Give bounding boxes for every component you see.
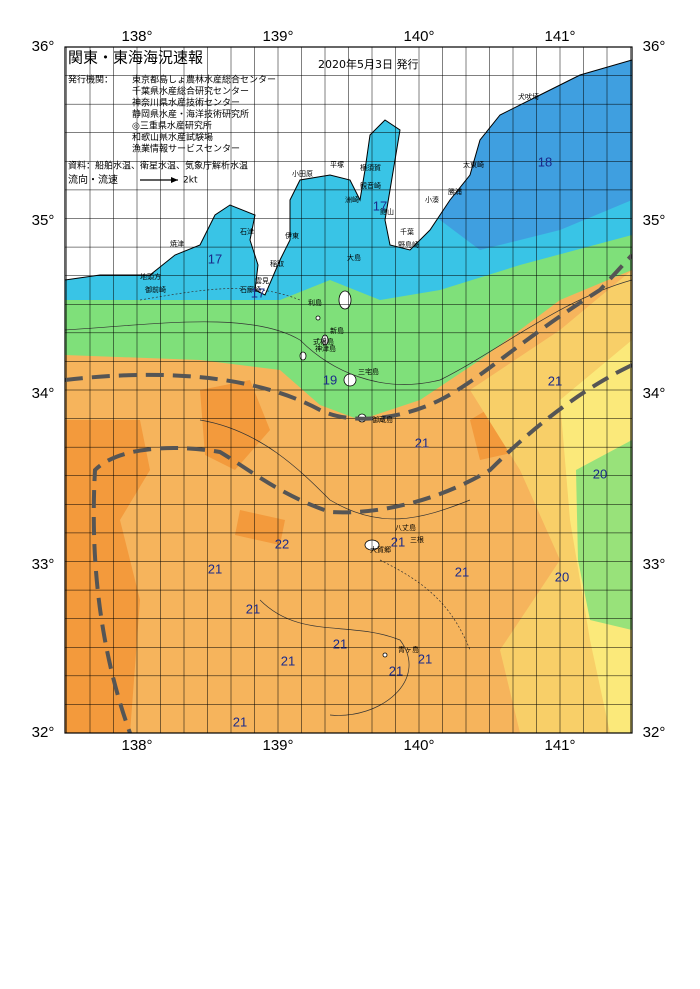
temperature-label: 21: [455, 564, 469, 579]
lat-label: 32°: [643, 724, 666, 741]
temperature-label: 17: [251, 285, 265, 300]
place-name: 神津島: [315, 344, 336, 353]
warmest-water: [200, 380, 525, 545]
temperature-label: 21: [389, 663, 403, 678]
lon-label: 141°: [544, 737, 575, 754]
place-name: 野島崎: [398, 240, 419, 249]
issuer-list: 東京都島しょ農林水産総合センター千葉県水産総合研究センター神奈川県水産技術センタ…: [132, 74, 276, 155]
map-frame: [64, 46, 633, 734]
temperature-label: 21: [418, 651, 432, 666]
lat-label: 35°: [32, 212, 55, 229]
cold-water: [576, 440, 632, 630]
temperature-label: 17: [208, 251, 222, 266]
lon-label: 141°: [544, 28, 575, 45]
place-name: 利島: [308, 298, 322, 307]
place-name: 御前崎: [145, 285, 166, 294]
place-name: 洲崎: [345, 195, 359, 204]
temperature-label: 21: [548, 373, 562, 388]
place-name: 焼津: [170, 239, 184, 248]
place-name: 大島: [347, 253, 361, 262]
place-name: 石津: [240, 228, 254, 236]
temperature-label: 21: [208, 561, 222, 576]
issuer: 東京都島しょ農林水産総合センター: [132, 74, 276, 86]
issue-date: 2020年5月3日 発行: [318, 57, 419, 71]
temperature-label: 22: [275, 536, 289, 551]
issuer: 千葉県水産総合研究センター: [132, 85, 249, 97]
place-name: 大賀郷: [370, 545, 391, 554]
place-name: 横須賀: [360, 163, 381, 172]
lon-label: 138°: [121, 28, 152, 45]
place-name: 式根島: [313, 337, 334, 346]
title: 関東・東海海況速報: [68, 49, 203, 67]
place-name: 青ヶ島: [398, 645, 419, 654]
issuer: ◎三重県水産研究所: [132, 120, 212, 132]
lat-label: 34°: [643, 385, 666, 402]
legend-label: 流向・流速: [68, 173, 118, 186]
temperature-label: 20: [555, 569, 569, 584]
lat-label: 36°: [643, 38, 666, 55]
lat-label: 32°: [32, 724, 55, 741]
place-name: 小田原: [292, 169, 313, 178]
place-name: 御蔵島: [372, 415, 393, 424]
place-name: 勝浦: [448, 187, 462, 196]
temperature-label: 21: [333, 636, 347, 651]
lon-label: 138°: [121, 737, 152, 754]
lon-label: 140°: [403, 737, 434, 754]
place-name: 伊東: [285, 231, 299, 240]
place-name: 千葉: [400, 227, 414, 236]
lat-label: 34°: [32, 385, 55, 402]
lon-label: 139°: [262, 737, 293, 754]
place-name: 小湊: [425, 195, 439, 204]
issuers-label: 発行機関：: [68, 74, 113, 86]
place-name: 犬吠埼: [518, 92, 539, 101]
place-name: 観音崎: [360, 181, 381, 190]
lon-label: 140°: [403, 28, 434, 45]
issuer: 神奈川県水産技術センター: [132, 97, 240, 109]
temperature-label: 21: [233, 714, 247, 729]
temperature-label: 20: [593, 466, 607, 481]
temperature-label: 21: [415, 435, 429, 450]
kuroshio-axis: [65, 253, 632, 733]
place-name: 新島: [330, 326, 344, 335]
source: 資料：船舶水温、衛星水温、気象庁解析水温: [68, 160, 248, 172]
lat-label: 36°: [32, 38, 55, 55]
place-name: 八丈島: [395, 523, 416, 532]
place-name: 雲見: [255, 277, 269, 285]
temperature-label: 18: [538, 154, 552, 169]
temperature-label: 17: [373, 198, 387, 213]
graticule: [65, 47, 632, 733]
lat-label: 33°: [32, 556, 55, 573]
sea-surface: [65, 47, 632, 733]
lat-label: 35°: [643, 212, 666, 229]
temperature-label: 21: [281, 653, 295, 668]
issuer: 静岡県水産・海洋技術研究所: [132, 108, 249, 120]
map-labels: 138° 138° 139° 139° 140° 140° 141° 141° 36° 36° 35…: [32, 28, 666, 754]
issuer: 和歌山県水産試験場: [132, 131, 213, 143]
place-name: 三宅島: [358, 367, 379, 376]
lat-label: 33°: [643, 556, 666, 573]
temperature-label: 19: [323, 372, 337, 387]
temperature-label: 21: [391, 534, 405, 549]
place-name: 平塚: [330, 160, 344, 169]
place-name: 稲取: [270, 259, 284, 268]
temperature-label: 21: [246, 601, 260, 616]
warmest-water: [65, 420, 150, 733]
legend-arrowhead: [171, 177, 178, 183]
issuer: 漁業情報サービスセンター: [132, 143, 240, 155]
place-name: 館山: [380, 207, 394, 216]
legend-speed: 2kt: [183, 176, 198, 186]
lon-label: 139°: [262, 28, 293, 45]
place-name: 地頭方: [140, 272, 161, 281]
place-name: 太東崎: [463, 160, 484, 169]
place-name: 石廊崎: [240, 285, 261, 294]
place-name: 三根: [410, 535, 424, 544]
